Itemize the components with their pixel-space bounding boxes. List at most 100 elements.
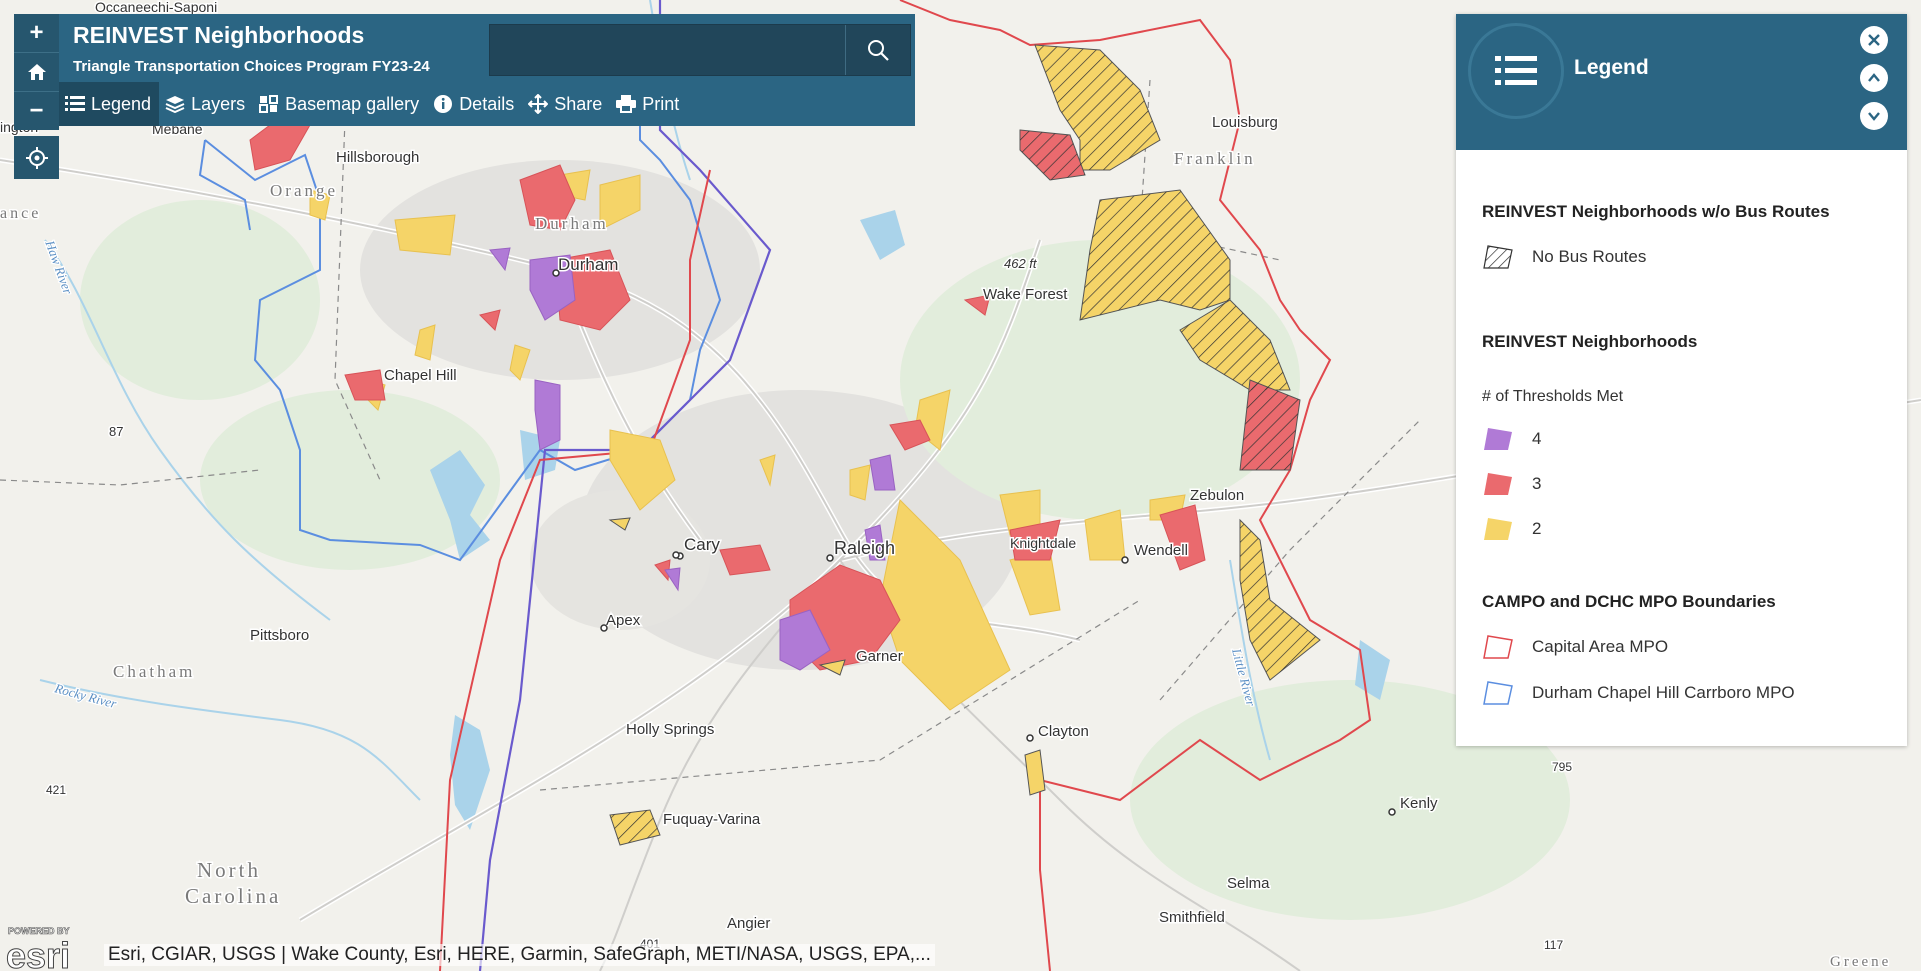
place-label: Cary: [684, 535, 720, 554]
highway-shield: 421: [46, 783, 66, 797]
close-icon: [1868, 34, 1880, 46]
legend-section-title: REINVEST Neighborhoods w/o Bus Routes: [1482, 202, 1830, 221]
place-label: Knightdale: [1010, 535, 1076, 551]
locate-icon: [25, 146, 48, 169]
zoom-controls: + −: [14, 14, 59, 130]
expand-down-button[interactable]: [1860, 102, 1888, 130]
legend-item-label: 2: [1532, 519, 1542, 538]
search-button[interactable]: [845, 25, 910, 75]
red-outline-swatch: [1483, 635, 1513, 659]
region-label: Durham: [535, 214, 609, 233]
wake-county-boundary: [478, 0, 772, 971]
esri-logo[interactable]: POWERED BY esri: [4, 922, 98, 970]
legend-item-label: Capital Area MPO: [1532, 637, 1669, 656]
blue-outline-swatch: [1483, 681, 1513, 705]
red-swatch: [1484, 473, 1512, 495]
highway-shield: 795: [1552, 760, 1572, 774]
place-label: Zebulon: [1190, 487, 1244, 504]
place-label: Clayton: [1038, 723, 1089, 740]
region-label: Carolina: [185, 884, 281, 908]
legend-title: Legend: [1574, 56, 1649, 79]
region-label: Chatham: [113, 662, 195, 681]
tool-share[interactable]: Share: [522, 82, 610, 126]
esri-brand-text: esri: [6, 935, 70, 970]
tool-print[interactable]: Print: [610, 82, 687, 126]
tool-label: Share: [554, 93, 603, 114]
place-label: Wendell: [1134, 542, 1188, 559]
place-label: Wake Forest: [983, 286, 1068, 303]
search-icon: [868, 40, 889, 61]
legend-item: 4: [1482, 426, 1541, 452]
place-label: Durham: [558, 255, 618, 274]
place-label: Holly Springs: [626, 721, 714, 738]
tool-label: Legend: [91, 93, 152, 114]
map-attribution[interactable]: Esri, CGIAR, USGS | Wake County, Esri, H…: [104, 944, 935, 966]
place-label: Kenly: [1400, 795, 1438, 812]
legend-item: No Bus Routes: [1482, 244, 1646, 270]
legend-item: Capital Area MPO: [1482, 634, 1668, 660]
chevron-down-icon: [1868, 112, 1880, 121]
search-input[interactable]: [490, 25, 864, 73]
place-label: Smithfield: [1159, 909, 1225, 926]
dchc-mpo-boundary: [204, 100, 722, 562]
basemap-gallery-icon: [259, 95, 279, 113]
region-label: North: [197, 858, 261, 882]
app-header: REINVEST Neighborhoods Triangle Transpor…: [59, 14, 915, 126]
zoom-out-button[interactable]: −: [29, 97, 44, 124]
app-subtitle: Triangle Transportation Choices Program …: [73, 58, 430, 75]
region-label: Franklin: [1174, 149, 1256, 168]
legend-panel: Legend REINVEST Neighborhoods w/o Bus Ro…: [1456, 14, 1907, 746]
place-label: Apex: [606, 612, 641, 629]
place-label: Hillsborough: [336, 149, 419, 166]
legend-item-label: Durham Chapel Hill Carrboro MPO: [1532, 683, 1795, 702]
campo-mpo-boundary: [899, 0, 1372, 971]
tool-label: Print: [642, 93, 680, 114]
esri-powered-text: POWERED BY: [8, 926, 70, 936]
legend-item: 3: [1482, 471, 1541, 497]
info-icon: [434, 95, 453, 113]
close-button[interactable]: [1860, 26, 1888, 54]
place-label: Fuquay-Varina: [663, 811, 761, 828]
highway-shield: 87: [109, 424, 123, 439]
tool-legend[interactable]: Legend: [59, 82, 160, 126]
legend-list-icon: [1468, 23, 1564, 119]
legend-item-label: 4: [1532, 429, 1542, 448]
place-label: Garner: [856, 648, 903, 665]
legend-item-label: No Bus Routes: [1532, 247, 1647, 266]
place-label: Pittsboro: [250, 627, 309, 644]
tool-details[interactable]: Details: [427, 82, 522, 126]
collapse-up-button[interactable]: [1860, 64, 1888, 92]
legend-section-title: REINVEST Neighborhoods: [1482, 332, 1698, 351]
legend-item: 2: [1482, 516, 1541, 542]
share-icon: [528, 94, 549, 114]
yellow-swatch: [1484, 518, 1512, 540]
place-label: Raleigh: [834, 538, 895, 558]
region-label: Greene: [1830, 954, 1891, 970]
tool-layers[interactable]: Layers: [159, 82, 253, 126]
layers-icon: [165, 96, 185, 113]
zoom-in-button[interactable]: +: [14, 14, 59, 53]
legend-section-title: CAMPO and DCHC MPO Boundaries: [1482, 592, 1776, 611]
toolbar: Legend Layers Basemap gallery Details Sh…: [59, 82, 915, 126]
legend-item-label: 3: [1532, 474, 1542, 493]
tool-label: Basemap gallery: [285, 93, 420, 114]
highway-shield: 117: [1544, 938, 1563, 952]
purple-swatch: [1484, 428, 1512, 450]
legend-item: Durham Chapel Hill Carrboro MPO: [1482, 680, 1795, 706]
tool-basemap-gallery[interactable]: Basemap gallery: [253, 82, 427, 126]
chevron-up-icon: [1868, 73, 1880, 82]
place-label: Angier: [727, 915, 770, 932]
legend-header: Legend: [1456, 14, 1907, 150]
place-label: Louisburg: [1212, 114, 1278, 131]
home-icon: [27, 64, 46, 80]
place-label: Selma: [1227, 875, 1270, 892]
tool-label: Details: [459, 93, 515, 114]
elevation-label: 462 ft: [1004, 256, 1038, 271]
place-label: Occaneechi-Saponi: [95, 0, 217, 15]
home-button[interactable]: [14, 53, 59, 92]
locate-button[interactable]: [14, 136, 59, 179]
search-box: [489, 24, 911, 76]
legend-subtitle: # of Thresholds Met: [1482, 388, 1624, 405]
tool-label: Layers: [191, 93, 246, 114]
hatch-swatch: [1483, 245, 1513, 269]
